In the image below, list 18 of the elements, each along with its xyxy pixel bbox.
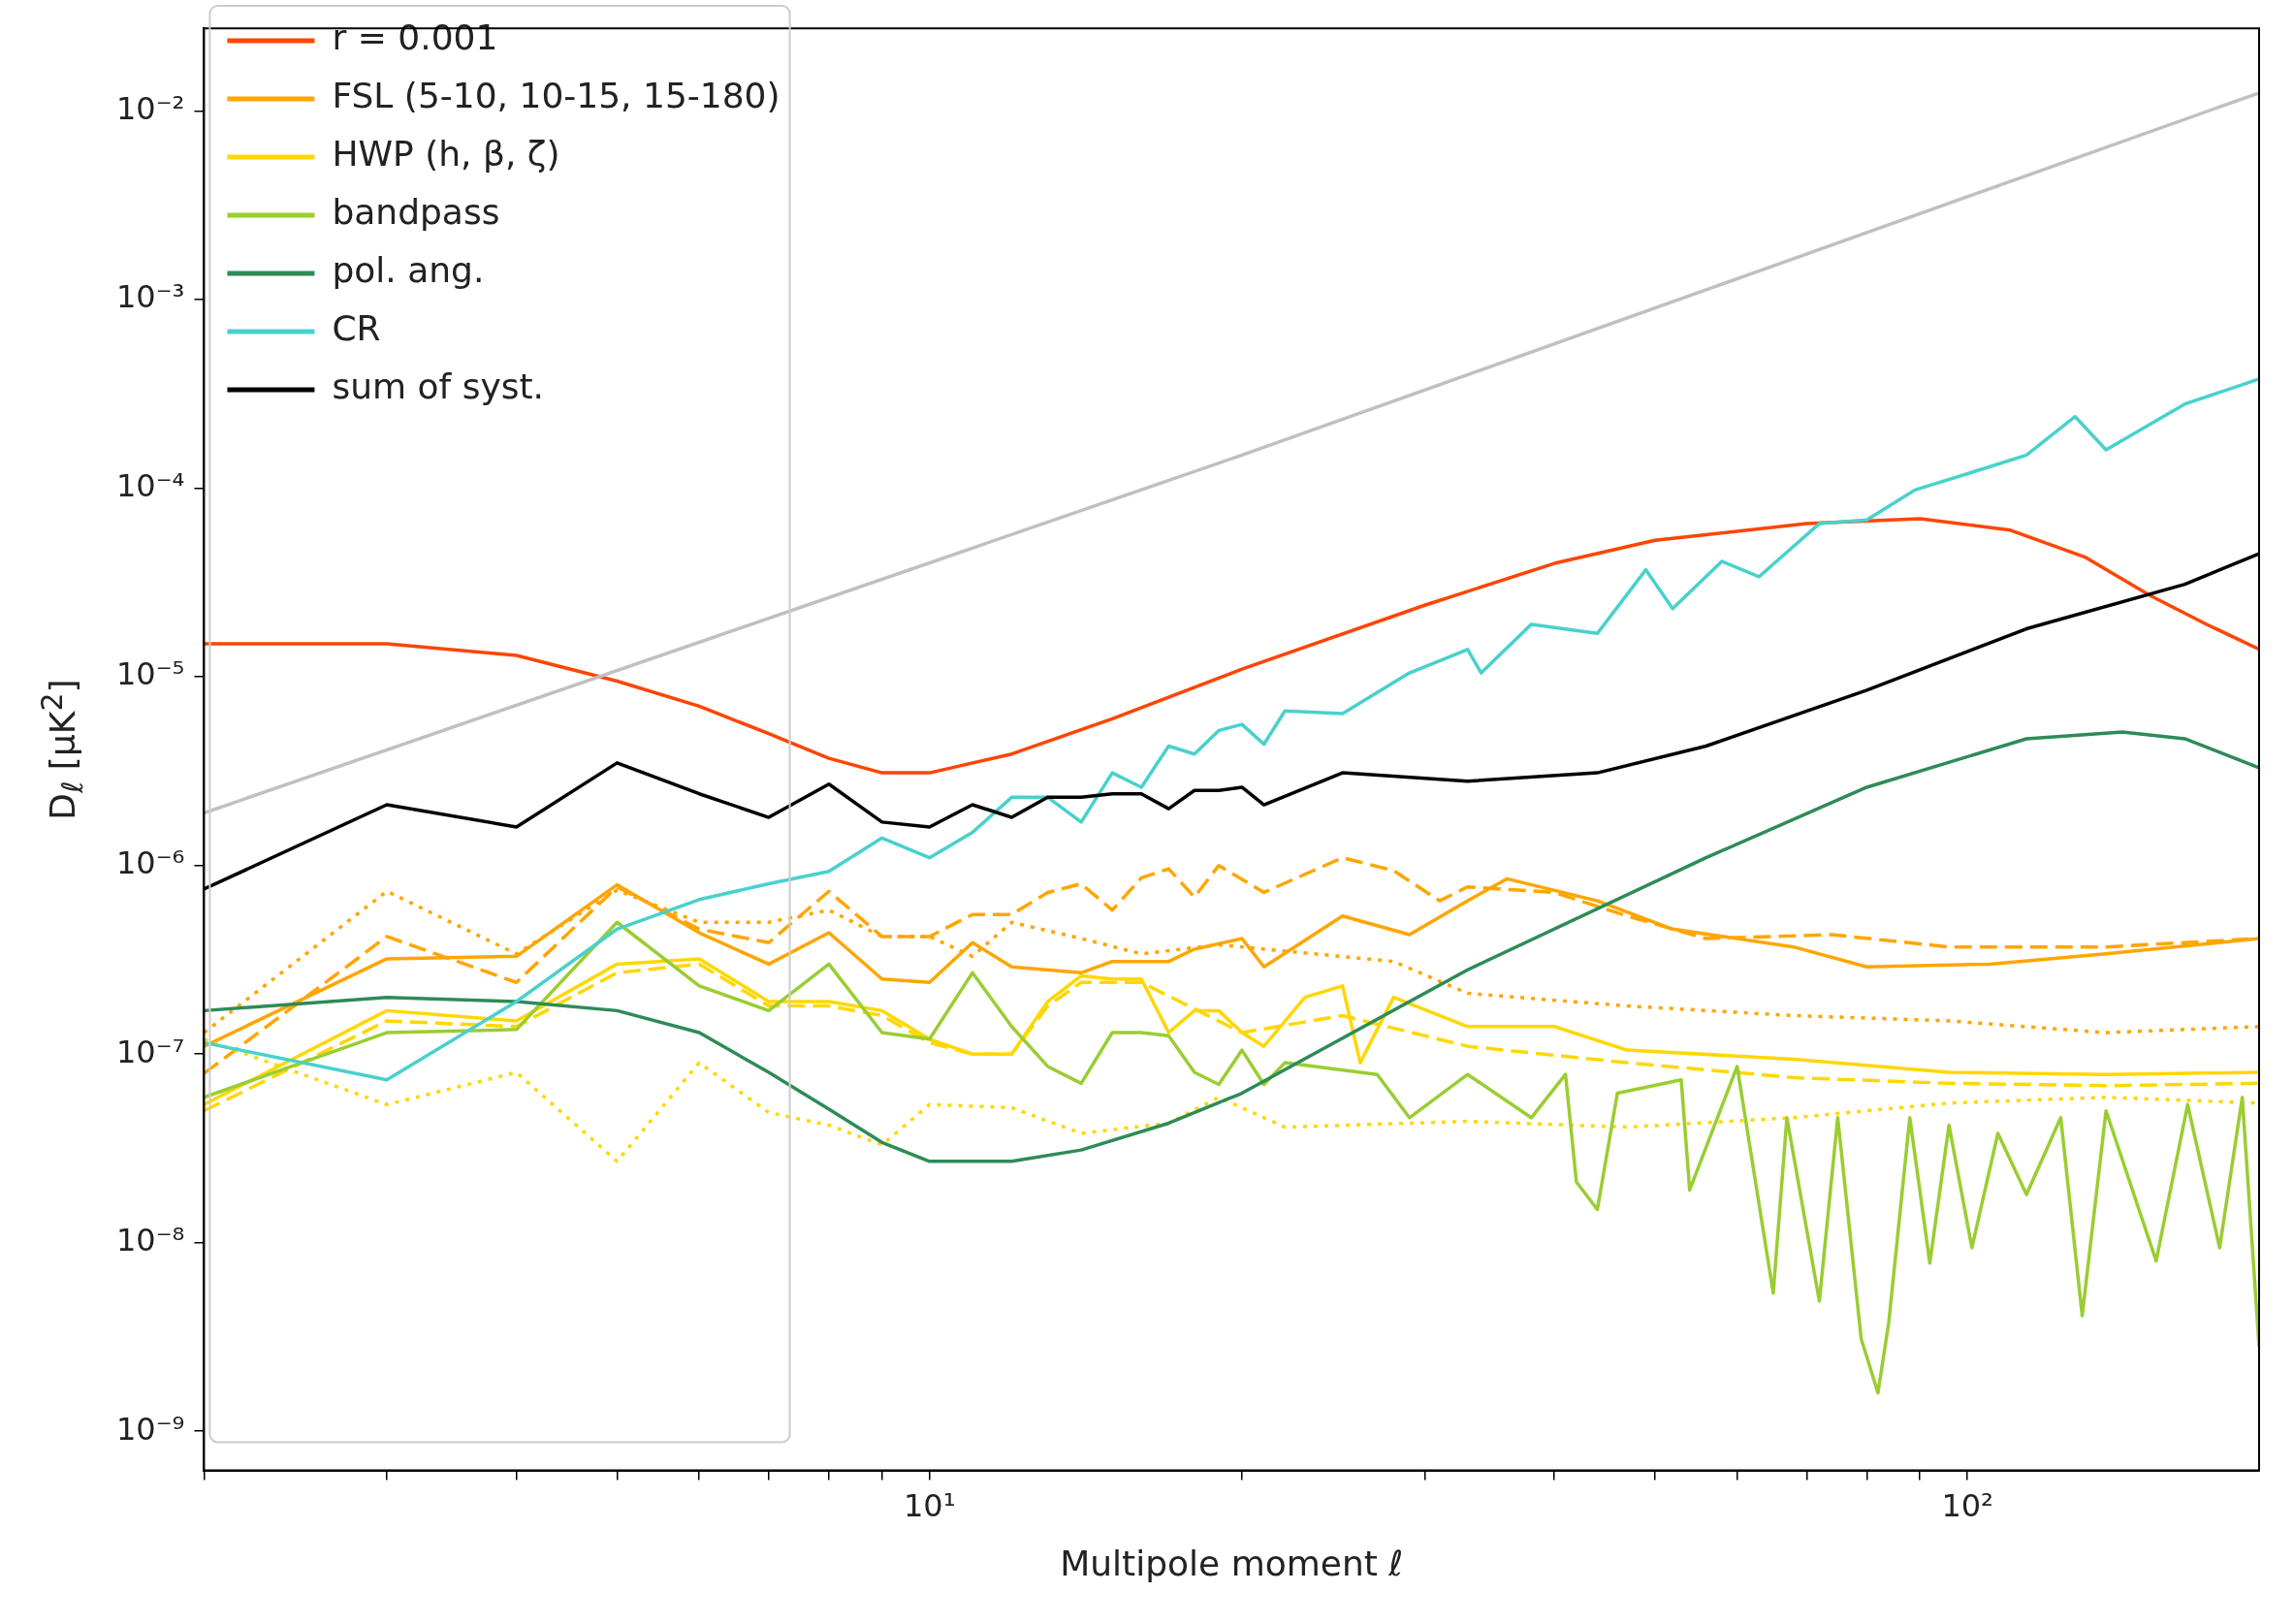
y-tick-label: 10⁻² [116,89,185,127]
y-tick-label: 10⁻⁶ [116,844,185,881]
legend-label: r = 0.001 [332,17,498,58]
legend-label: sum of syst. [332,366,545,407]
x-tick-label: 10¹ [903,1487,956,1525]
y-tick-label: 10⁻⁹ [116,1410,185,1448]
y-tick-label: 10⁻⁸ [116,1222,185,1259]
x-axis-title: Multipole moment ℓ [1060,1543,1404,1583]
x-tick-label: 10² [1941,1487,1993,1525]
y-tick-label: 10⁻⁷ [116,1033,185,1070]
legend-label: HWP (h, β, ζ) [332,134,560,175]
y-tick-label: 10⁻³ [116,278,185,316]
legend-label: bandpass [332,192,500,233]
y-tick-label: 10⁻⁴ [116,466,185,504]
legend-label: pol. ang. [332,250,485,291]
y-tick-label: 10⁻⁵ [116,655,185,693]
legend-label: FSL (5-10, 10-15, 15-180) [332,76,781,116]
legend-label: CR [332,308,381,349]
